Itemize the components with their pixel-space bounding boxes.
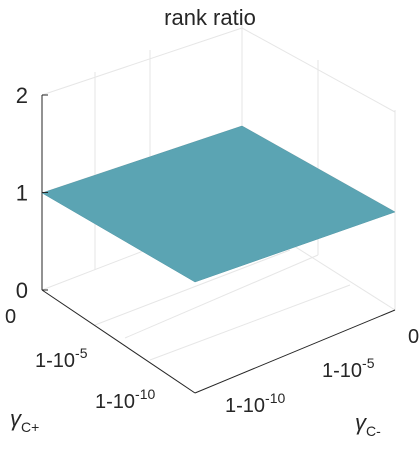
x-axis-line bbox=[194, 309, 396, 394]
x-tick-label: 1-10-10 bbox=[225, 390, 285, 417]
surface-plane bbox=[41, 125, 396, 283]
x-tick-labels: 1-10-10 1-10-5 0 bbox=[225, 326, 419, 417]
y-tick-label: 0 bbox=[5, 306, 16, 328]
grid-line bbox=[149, 284, 351, 361]
z-tick-label: 2 bbox=[16, 83, 28, 108]
grid-line bbox=[241, 27, 396, 113]
grid-line bbox=[94, 249, 291, 326]
grid-line bbox=[41, 27, 243, 96]
y-tick-label: 1-10-5 bbox=[35, 345, 88, 372]
y-axis-line bbox=[41, 289, 196, 394]
z-tick-label: 0 bbox=[16, 278, 28, 303]
x-axis-label: γC- bbox=[355, 410, 381, 439]
x-tick-label: 0 bbox=[408, 326, 419, 348]
y-axis-label: γC+ bbox=[10, 406, 39, 435]
z-tick-label: 1 bbox=[16, 181, 28, 206]
y-tick-label: 1-10-10 bbox=[95, 386, 155, 413]
chart-title: rank ratio bbox=[164, 5, 256, 30]
y-tick-labels: 0 1-10-5 1-10-10 bbox=[5, 306, 155, 413]
z-tick-labels: 0 1 2 bbox=[16, 83, 48, 303]
x-tick-label: 1-10-5 bbox=[322, 355, 375, 382]
grid-line bbox=[124, 254, 319, 339]
